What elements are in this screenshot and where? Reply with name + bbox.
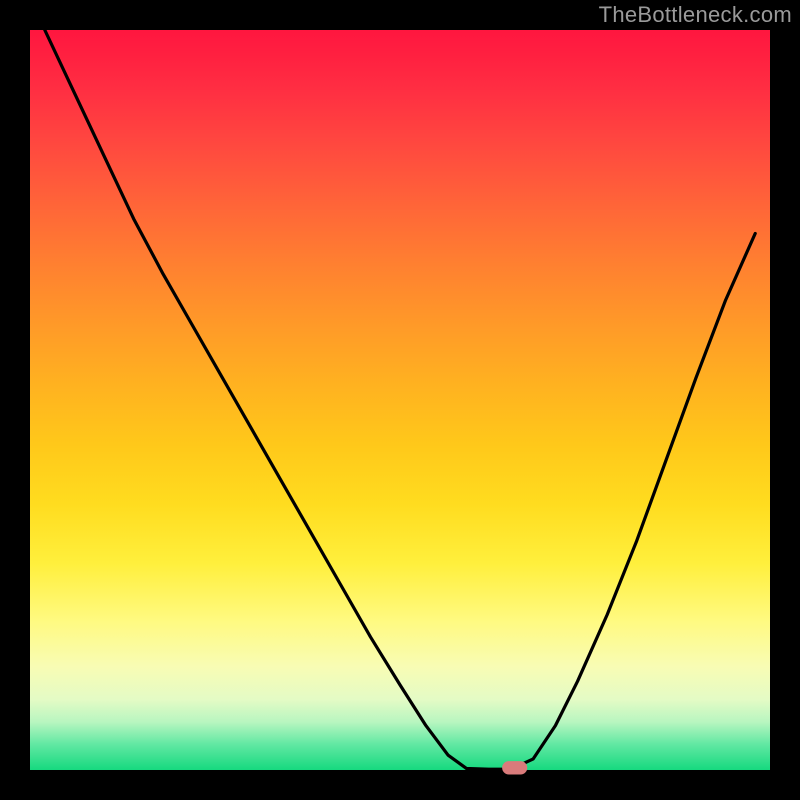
- bottleneck-chart: [0, 0, 800, 800]
- chart-background-gradient: [30, 30, 770, 770]
- chart-container: TheBottleneck.com: [0, 0, 800, 800]
- watermark-text: TheBottleneck.com: [599, 2, 792, 28]
- optimum-marker: [502, 761, 527, 774]
